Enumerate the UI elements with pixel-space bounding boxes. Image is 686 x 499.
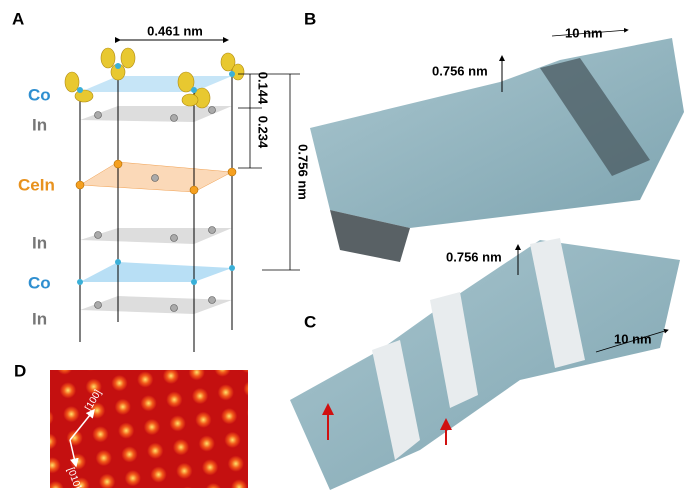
spacing-label: 0.144 (256, 72, 271, 105)
panel-c: C 0.756 nm 10 nm (290, 238, 680, 490)
figure: A 0.461 nm Co In CeIn In Co In 0.144 0.2… (0, 0, 686, 494)
panel-label: B (304, 9, 316, 28)
scale-label: 10 nm (565, 25, 603, 40)
panel-d: D [100] [010] (14, 361, 248, 491)
co-plane (80, 262, 232, 282)
layer-label: In (32, 115, 47, 134)
height-label: 0.756 nm (432, 63, 488, 78)
layer-label: In (32, 309, 47, 328)
scale-label: 10 nm (614, 331, 652, 346)
stm-surface (290, 240, 680, 490)
panel-b: B 0.756 nm 10 nm (304, 9, 684, 262)
panel-label: C (304, 312, 316, 331)
panel-a: A 0.461 nm Co In CeIn In Co In 0.144 0.2… (12, 9, 311, 352)
layer-label: CeIn (18, 175, 55, 194)
width-label: 0.461 nm (147, 23, 203, 38)
spacing-label: 0.234 (256, 116, 271, 149)
layer-label: Co (28, 273, 51, 292)
co-plane (80, 76, 232, 92)
spacing-label: 0.756 nm (296, 144, 311, 200)
layer-label: Co (28, 85, 51, 104)
panel-label: A (12, 9, 24, 28)
height-label: 0.756 nm (446, 249, 502, 264)
panel-label: D (14, 361, 26, 380)
layer-label: In (32, 233, 47, 252)
